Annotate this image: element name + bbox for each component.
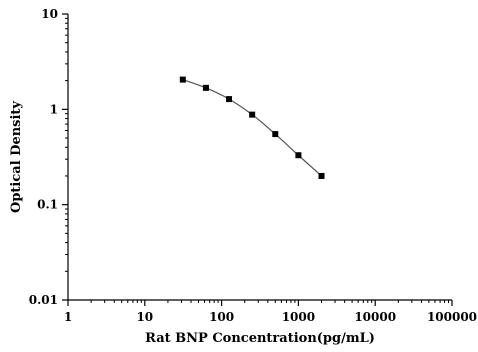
- data-point: [272, 131, 279, 138]
- fitted-curve-line: [182, 79, 322, 177]
- data-point: [202, 84, 209, 91]
- data-point: [318, 172, 325, 179]
- y-axis-title: Optical Density: [9, 101, 24, 213]
- fitted-curve: [182, 79, 322, 177]
- data-point: [295, 152, 302, 159]
- data-point: [226, 96, 233, 103]
- axis-ticks: 1 10 100 1000 10000 100000 0.01 0.1 1 10: [29, 7, 477, 324]
- data-point: [179, 76, 186, 83]
- axes: [67, 14, 452, 301]
- y-tick-label: 10: [41, 7, 58, 21]
- data-point: [249, 111, 256, 118]
- x-axis-title: Rat BNP Concentration(pg/mL): [145, 331, 375, 346]
- x-tick-label: 1000: [282, 310, 315, 324]
- y-tick-label: 1: [50, 102, 58, 116]
- x-tick-label: 100: [209, 310, 234, 324]
- x-tick-label: 100000: [427, 310, 477, 324]
- y-tick-label: 0.01: [29, 293, 58, 307]
- y-tick-label: 0.1: [37, 198, 58, 212]
- x-tick-label: 10: [136, 310, 153, 324]
- data-points: [179, 76, 325, 179]
- x-tick-label: 1: [64, 310, 72, 324]
- x-tick-label: 10000: [354, 310, 396, 324]
